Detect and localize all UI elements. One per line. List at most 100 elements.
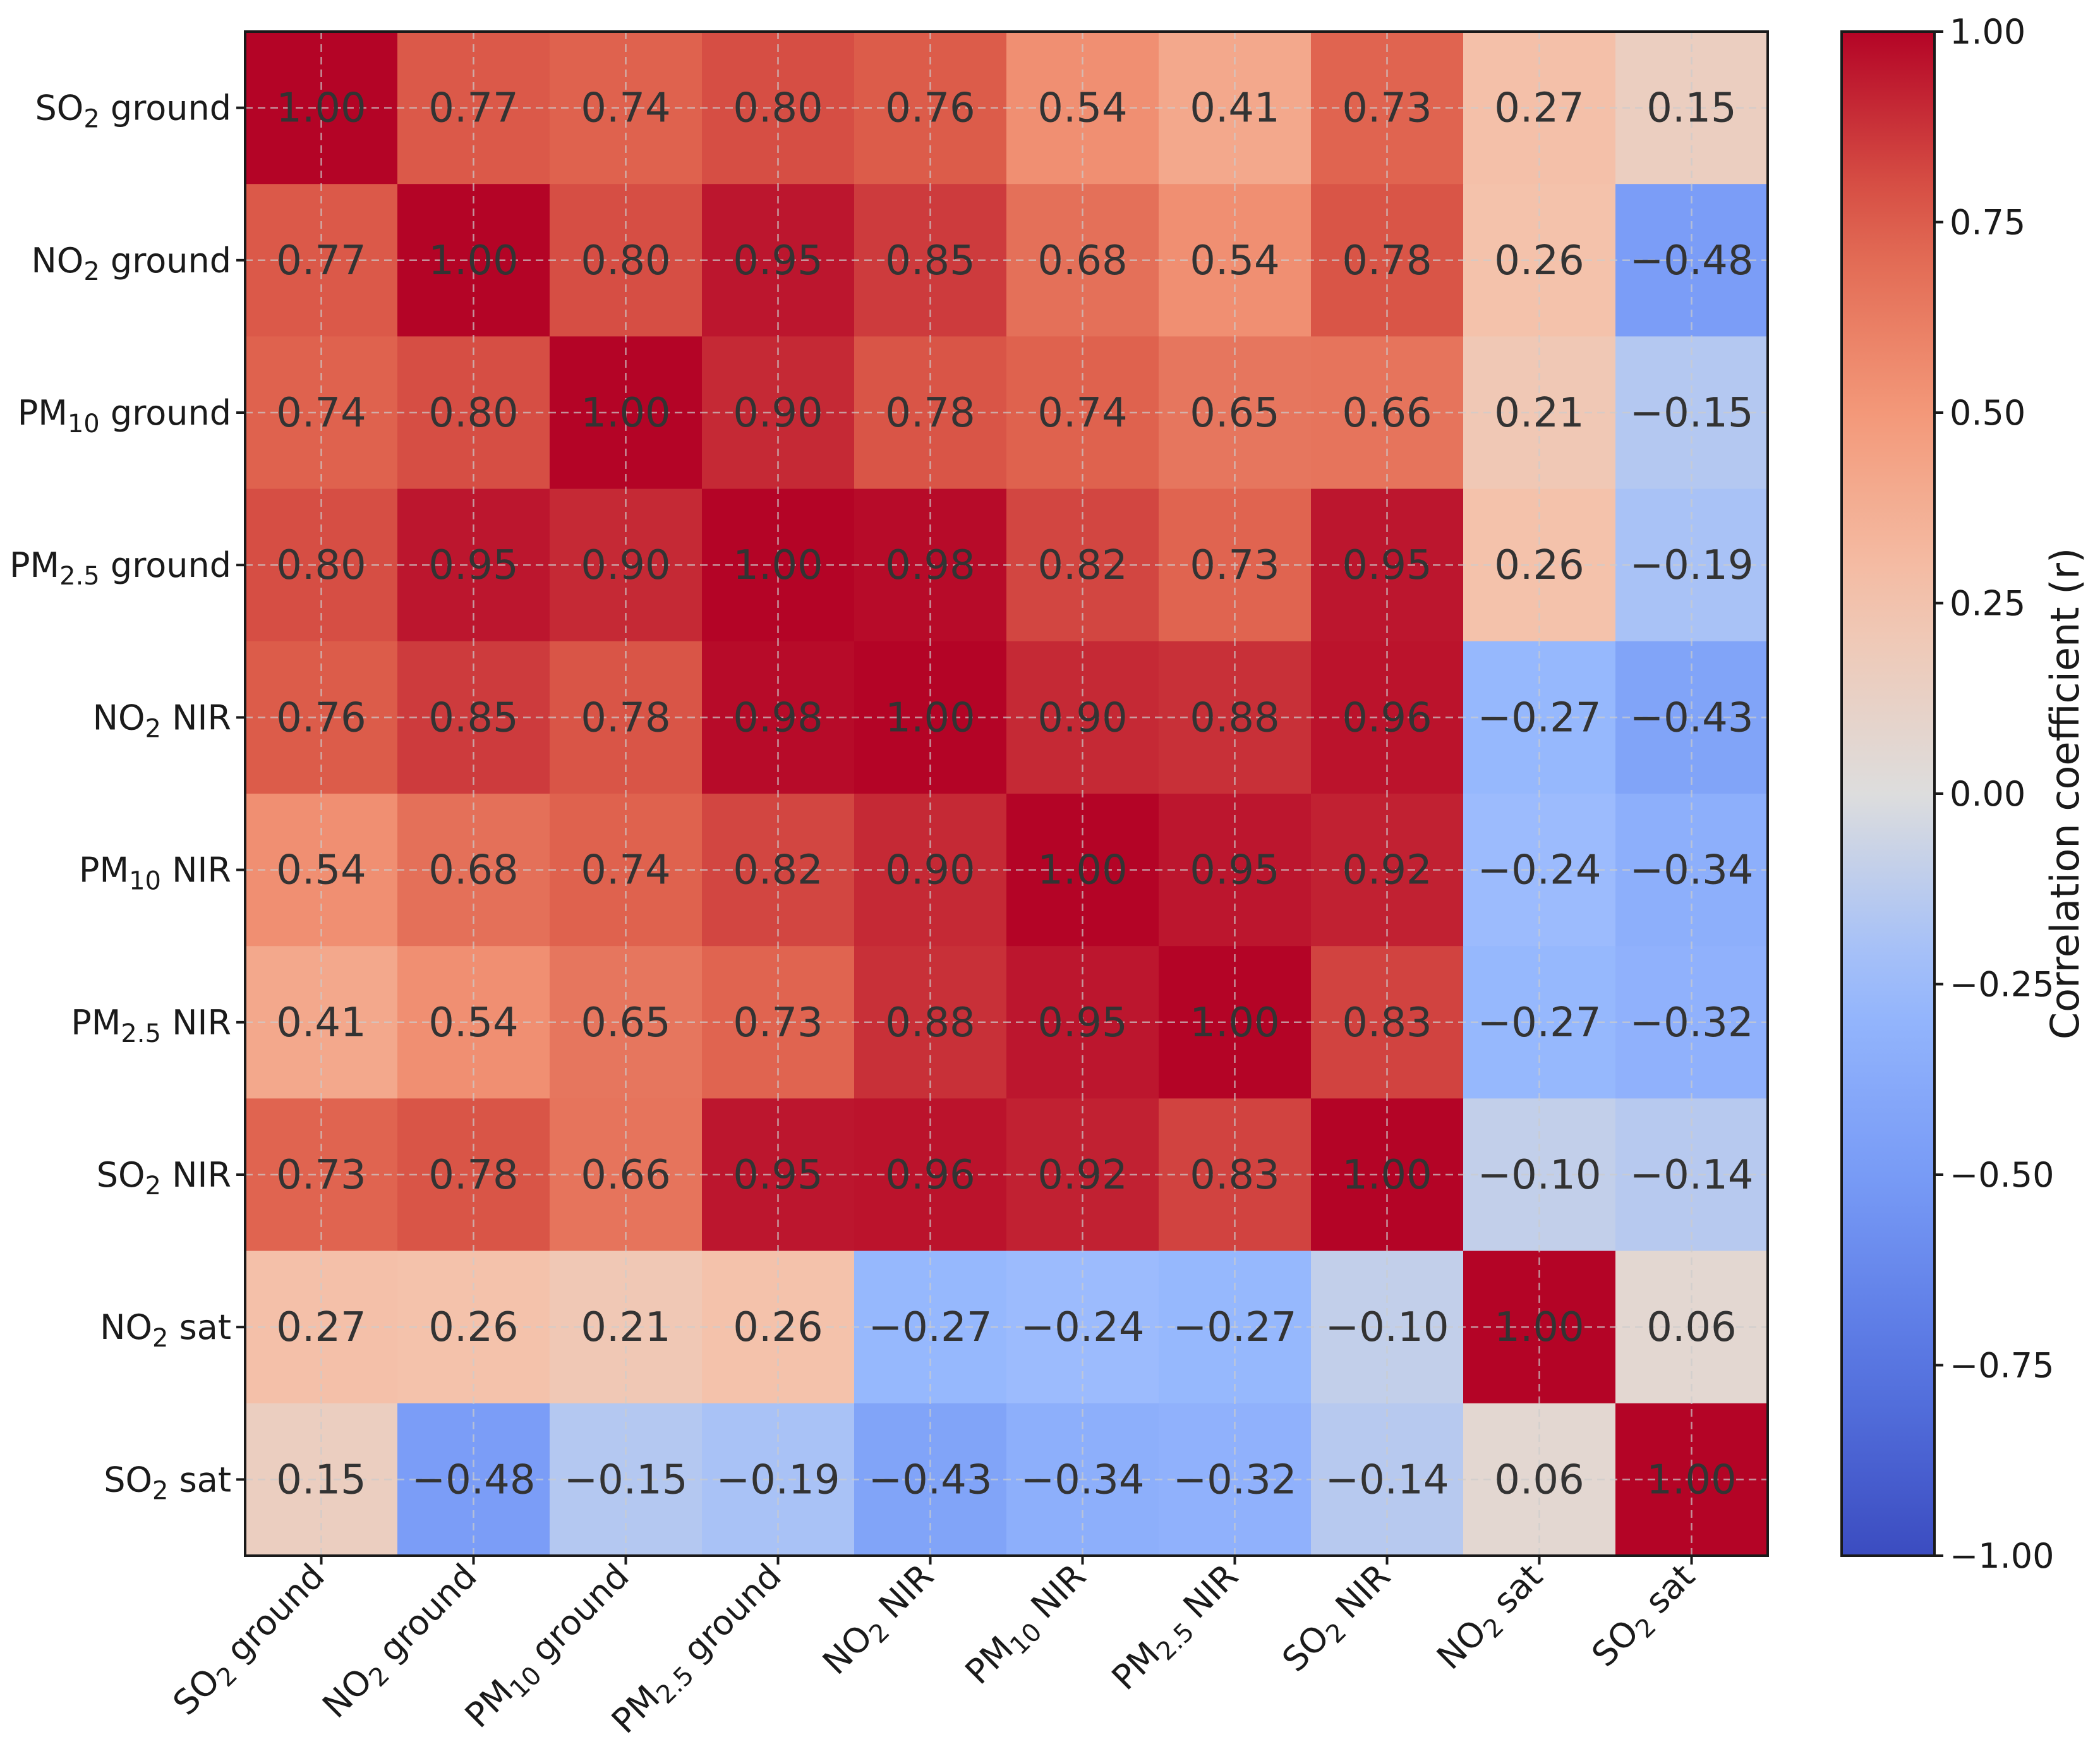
y-tick-label: NO2 sat xyxy=(100,1307,231,1353)
cell-value-label: −0.32 xyxy=(1173,1456,1296,1503)
cell-value-label: 0.82 xyxy=(1037,542,1128,589)
cell-value-label: 1.00 xyxy=(428,238,519,284)
cell-value-label: −0.43 xyxy=(1629,694,1753,741)
cell-value-label: 0.73 xyxy=(733,1000,823,1046)
y-tick-label: PM2.5 ground xyxy=(9,545,231,591)
cell-value-label: 0.90 xyxy=(885,847,975,894)
cell-value-label: −0.34 xyxy=(1629,847,1753,894)
cell-value-label: −0.19 xyxy=(1629,542,1753,589)
cell-value-label: 0.80 xyxy=(276,542,366,589)
cell-value-label: 0.82 xyxy=(733,847,823,894)
cell-value-label: 0.95 xyxy=(1342,542,1432,589)
colorbar-label: Correlation coefficient (r) xyxy=(2042,548,2088,1039)
cell-value-label: 0.80 xyxy=(733,85,823,132)
cell-value-label: −0.48 xyxy=(411,1456,535,1503)
cell-value-label: 0.73 xyxy=(276,1152,366,1199)
cell-value-label: 0.27 xyxy=(276,1304,366,1351)
cell-value-label: 1.00 xyxy=(885,694,975,741)
colorbar-tick-label: −0.25 xyxy=(1950,965,2054,1005)
colorbar xyxy=(1840,30,1936,1557)
cell-value-label: 0.15 xyxy=(276,1456,366,1503)
cell-value-label: 0.95 xyxy=(733,238,823,284)
cell-value-label: 0.96 xyxy=(885,1152,975,1199)
y-tick-label: SO2 ground xyxy=(35,88,231,134)
cell-value-label: −0.15 xyxy=(564,1456,687,1503)
colorbar-tick-labels: 1.00 0.75 0.50 0.25 0.00 −0.25 −0.50 −0.75 −1.00 xyxy=(1934,12,2054,1576)
y-tick-label: PM2.5 NIR xyxy=(71,1003,231,1048)
cell-value-label: 0.27 xyxy=(1494,85,1584,132)
cell-value-label: 0.66 xyxy=(581,1152,671,1199)
cell-value-label: 0.26 xyxy=(428,1304,519,1351)
cell-value-label: 1.00 xyxy=(1342,1152,1432,1199)
cell-value-label: 0.65 xyxy=(1190,390,1280,437)
cell-value-label: 0.92 xyxy=(1342,847,1432,894)
cell-value-label: 0.78 xyxy=(1342,238,1432,284)
cell-value-label: −0.27 xyxy=(1477,694,1601,741)
cell-value-label: 0.74 xyxy=(1037,390,1128,437)
cell-value-label: 1.00 xyxy=(1037,847,1128,894)
cell-value-label: −0.10 xyxy=(1325,1304,1449,1351)
x-tick-label: NO2 NIR xyxy=(815,1556,945,1686)
cell-value-label: 0.74 xyxy=(276,390,366,437)
y-tick-label: NO2 ground xyxy=(31,241,231,286)
cell-value-label: −0.43 xyxy=(868,1456,992,1503)
colorbar-tick-label: −1.00 xyxy=(1950,1536,2054,1576)
cell-value-label: 0.73 xyxy=(1190,542,1280,589)
cell-value-label: −0.14 xyxy=(1325,1456,1449,1503)
cell-value-label: 0.06 xyxy=(1494,1456,1584,1503)
cell-value-label: 0.88 xyxy=(1190,694,1280,741)
cell-value-label: 0.74 xyxy=(581,85,671,132)
heatmap-gridlines xyxy=(245,32,1768,1556)
cell-value-label: 0.90 xyxy=(1037,694,1128,741)
cell-value-label: 0.54 xyxy=(276,847,366,894)
x-tick-label: PM2.5 NIR xyxy=(1104,1556,1250,1702)
cell-value-label: −0.15 xyxy=(1629,390,1753,437)
x-tick-label: SO2 ground xyxy=(166,1556,336,1727)
cell-value-label: −0.19 xyxy=(716,1456,840,1503)
heatmap-frame xyxy=(244,30,1769,1557)
cell-value-label: 0.77 xyxy=(428,85,519,132)
cell-value-label: −0.10 xyxy=(1477,1152,1601,1199)
cell-value-label: 0.85 xyxy=(885,238,975,284)
heatmap-cell-labels: 1.00 0.77 0.74 0.80 0.76 0.54 0.41 0.73 0.27 0.15… xyxy=(276,85,1753,1504)
cell-value-label: 1.00 xyxy=(1646,1456,1737,1503)
cell-value-label: 0.15 xyxy=(1646,85,1737,132)
cell-value-label: −0.27 xyxy=(1173,1304,1296,1351)
x-tick-label: PM10 NIR xyxy=(958,1556,1097,1696)
colorbar-tick-label: −0.50 xyxy=(1950,1155,2054,1195)
cell-value-label: 0.54 xyxy=(1190,238,1280,284)
cell-value-label: 0.41 xyxy=(276,1000,366,1046)
cell-value-label: 0.96 xyxy=(1342,694,1432,741)
cell-value-label: 0.83 xyxy=(1342,1000,1432,1046)
cell-value-label: 0.88 xyxy=(885,1000,975,1046)
cell-value-label: 0.74 xyxy=(581,847,671,894)
cell-value-label: 1.00 xyxy=(1190,1000,1280,1046)
cell-value-label: 0.68 xyxy=(1037,238,1128,284)
y-tick-label: SO2 sat xyxy=(104,1460,231,1505)
colorbar-tick-label: 0.75 xyxy=(1950,203,2025,243)
cell-value-label: −0.27 xyxy=(868,1304,992,1351)
cell-value-label: 0.77 xyxy=(276,238,366,284)
cell-value-label: 0.26 xyxy=(1494,542,1584,589)
cell-value-label: 0.80 xyxy=(428,390,519,437)
x-tick-label: SO2 NIR xyxy=(1274,1556,1402,1684)
cell-value-label: −0.24 xyxy=(1020,1304,1144,1351)
cell-value-label: 0.92 xyxy=(1037,1152,1128,1199)
cell-value-label: −0.32 xyxy=(1629,1000,1753,1046)
y-axis-tick-labels: SO2 ground NO2 ground PM10 ground PM2.5 gro… xyxy=(9,88,245,1505)
cell-value-label: 0.21 xyxy=(1494,390,1584,437)
cell-value-label: 0.90 xyxy=(581,542,671,589)
cell-value-label: −0.27 xyxy=(1477,1000,1601,1046)
cell-value-label: 0.06 xyxy=(1646,1304,1737,1351)
cell-value-label: 1.00 xyxy=(1494,1304,1584,1351)
colorbar-tick-label: 0.25 xyxy=(1950,584,2025,624)
y-tick-label: PM10 NIR xyxy=(79,851,231,896)
y-tick-label: PM10 ground xyxy=(18,393,231,439)
y-tick-label: SO2 NIR xyxy=(97,1155,231,1201)
cell-value-label: −0.14 xyxy=(1629,1152,1753,1199)
cell-value-label: 0.78 xyxy=(428,1152,519,1199)
cell-value-label: 0.78 xyxy=(885,390,975,437)
cell-value-label: −0.24 xyxy=(1477,847,1601,894)
colorbar-tick-label: −0.75 xyxy=(1950,1346,2054,1386)
cell-value-label: 0.95 xyxy=(733,1152,823,1199)
